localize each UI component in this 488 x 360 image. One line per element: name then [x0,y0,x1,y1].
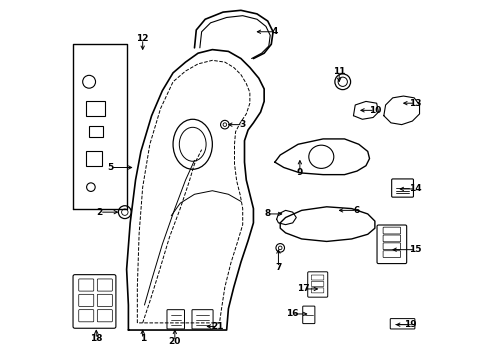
Text: 8: 8 [264,210,270,219]
Text: 2: 2 [97,208,103,217]
Text: 21: 21 [211,322,224,331]
Text: 4: 4 [271,27,278,36]
Text: 14: 14 [408,184,421,193]
Bar [85,152,102,166]
Bar [89,126,103,137]
Text: 20: 20 [168,337,181,346]
Text: 16: 16 [286,310,298,319]
Text: 10: 10 [368,106,380,115]
Text: 6: 6 [353,206,360,215]
Text: 17: 17 [297,284,309,293]
Text: 19: 19 [404,320,416,329]
Text: 11: 11 [332,67,345,76]
Text: 9: 9 [296,168,303,177]
Text: 7: 7 [275,263,281,272]
Text: 13: 13 [408,99,421,108]
Text: 18: 18 [90,334,102,343]
Text: 1: 1 [139,334,145,343]
Text: 12: 12 [136,35,149,44]
Text: 15: 15 [408,245,421,254]
Bar [85,102,105,116]
Text: 5: 5 [107,163,113,172]
Text: 3: 3 [239,120,245,129]
